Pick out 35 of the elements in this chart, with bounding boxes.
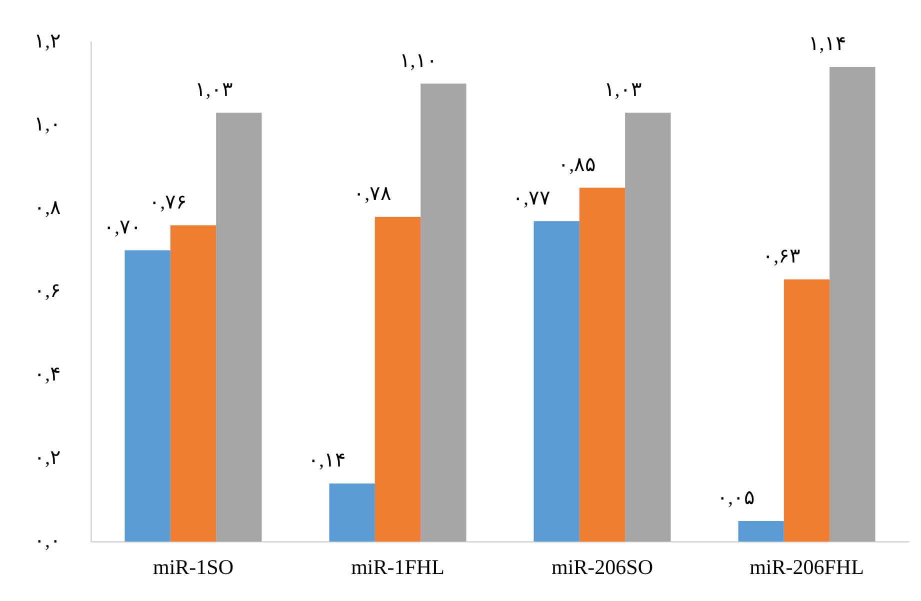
y-tick-label: ۰,۸ — [34, 196, 61, 219]
x-tick-label: miR-206SO — [551, 554, 654, 579]
data-label: ۰,۷۷ — [512, 187, 550, 210]
data-label: ۰,۶۳ — [762, 246, 801, 268]
data-label: ۰,۸۵ — [558, 154, 596, 176]
y-tick-label: ۰,۰ — [34, 530, 61, 552]
y-tick-label: ۰,۶ — [34, 280, 61, 302]
bar — [784, 279, 830, 542]
y-tick-label: ۰,۴ — [34, 363, 61, 386]
x-tick-label: miR-206FHL — [750, 554, 864, 579]
data-label: ۱,۱۰ — [399, 50, 438, 72]
bar — [738, 520, 784, 542]
data-label: ۰,۱۴ — [308, 450, 346, 472]
y-tick-label: ۱,۲ — [34, 30, 61, 52]
bar — [329, 483, 375, 542]
data-label: ۰,۷۶ — [149, 192, 188, 214]
bar — [830, 66, 876, 542]
y-tick-label: ۰,۲ — [34, 446, 61, 469]
bar — [579, 188, 626, 542]
data-label: ۰,۷۰ — [103, 216, 142, 238]
y-tick-label: ۱,۰ — [34, 114, 61, 136]
data-label: ۱,۰۳ — [604, 79, 642, 102]
data-label: ۱,۱۴ — [808, 33, 846, 56]
x-tick-label: miR-1FHL — [351, 554, 444, 579]
bar — [216, 112, 262, 542]
data-label: ۰,۰۵ — [716, 487, 755, 510]
bar — [170, 225, 216, 542]
data-label: ۱,۰۳ — [194, 79, 233, 102]
bar — [420, 84, 466, 542]
data-label: ۰,۷۸ — [354, 183, 392, 206]
bar — [534, 221, 580, 542]
bar — [625, 112, 671, 542]
bar — [124, 250, 170, 542]
bar — [374, 216, 421, 542]
x-tick-label: miR-1SO — [152, 554, 234, 579]
